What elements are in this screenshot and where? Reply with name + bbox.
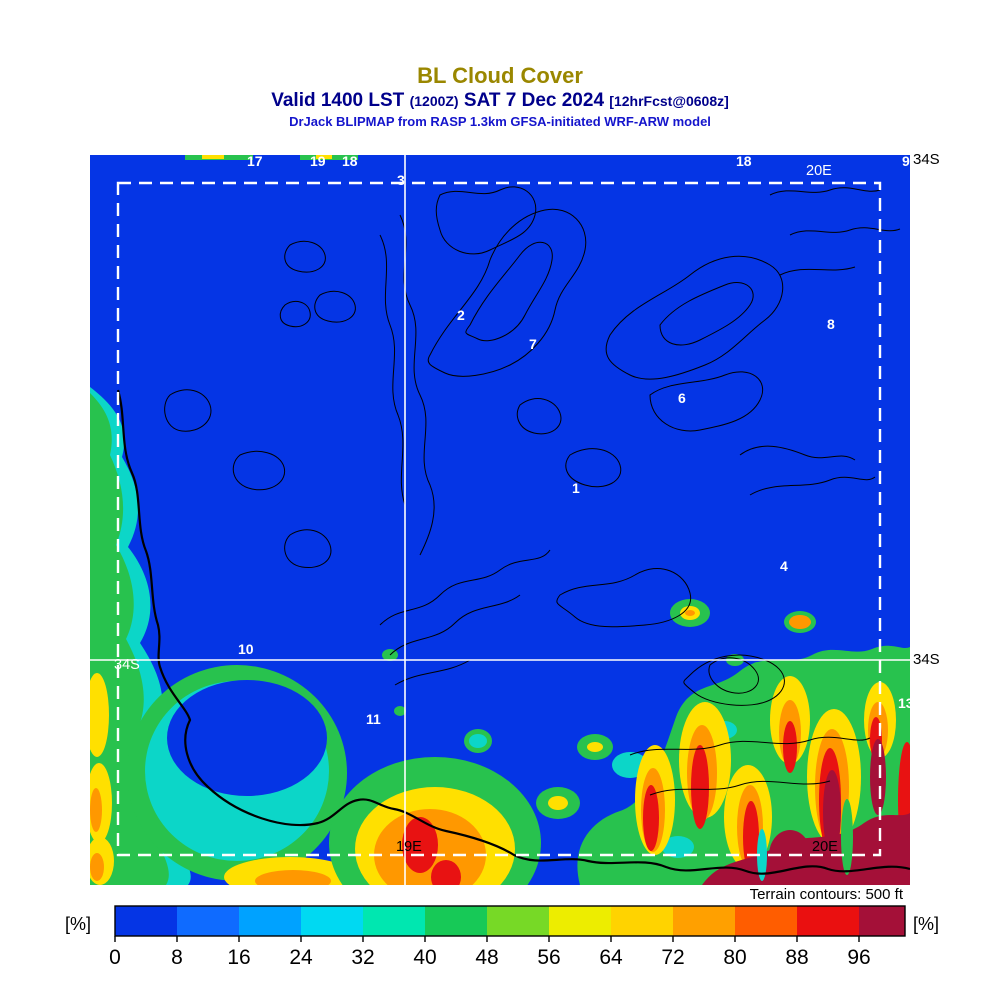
colorbar-tick-label: 72 [661,946,684,969]
valid-fcst: [12hrFcst@0608z] [609,93,729,109]
grid-lines [90,155,910,885]
valid-date: SAT 7 Dec 2024 [463,90,605,111]
waypoint-label: 1 [572,480,580,496]
colorbar-segment [301,906,363,936]
valid-main: Valid 1400 LST [271,90,405,111]
page-title: BL Cloud Cover [417,63,583,88]
colorbar-tick-label: 48 [475,946,498,969]
colorbar-tick-label: 80 [723,946,746,969]
waypoint-label: 4 [780,558,788,574]
waypoint-label: 10 [238,641,254,657]
waypoint-label: 18 [736,155,752,169]
cloud-cover-map-svg: 17 19 18 3 18 9 2 7 8 6 1 4 10 11 13 20E 34S 19E 20E [90,155,910,885]
colorbar-tick-label: 88 [785,946,808,969]
valid-time-line: Valid 1400 LST (1200Z) SAT 7 Dec 2024 [1… [0,90,1000,112]
waypoint-label: 11 [366,711,381,727]
colorbar-border [114,905,906,937]
waypoint-label: 8 [827,316,835,332]
colorbar-segment [115,906,177,936]
grid-label: 19E [396,839,422,855]
map-labels-layer: 17 19 18 3 18 9 2 7 8 6 1 4 10 11 13 20E 34S 19E 20E [114,155,910,855]
grid-label: 20E [806,163,832,179]
colorbar-tick-label: 64 [599,946,623,969]
colorbar-tick-label: 40 [413,946,436,969]
colorbar-tick-label: 24 [289,946,313,969]
cloud-cover-regions [90,155,910,885]
colorbar-tick-label: 32 [351,946,374,969]
waypoint-label: 13 [898,695,910,711]
forecast-map: 17 19 18 3 18 9 2 7 8 6 1 4 10 11 13 20E 34S 19E 20E 34S [90,151,940,885]
colorbar-segment [859,906,905,936]
colorbar-segment [239,906,301,936]
colorbar-segment [363,906,425,936]
colorbar-segment [673,906,735,936]
waypoint-label: 7 [529,336,537,352]
colorbar: 0 8 16 24 32 40 48 56 64 72 80 88 96 [%] [%] [65,905,939,969]
colorbar-tick-label: 0 [109,946,121,969]
colorbar-segment [177,906,239,936]
waypoint-label: 18 [342,155,358,169]
terrain-contours [164,186,901,796]
valid-zulu: (1200Z) [409,93,459,109]
waypoint-label: 3 [397,172,405,188]
colorbar-tick-label: 96 [847,946,870,969]
model-line: DrJack BLIPMAP from RASP 1.3km GFSA-init… [289,114,711,129]
colorbar-segment [611,906,673,936]
waypoint-label: 9 [902,155,910,169]
waypoint-label: 19 [310,155,326,169]
colorbar-segment [487,906,549,936]
colorbar-segment [797,906,859,936]
domain-dashed-border [116,181,882,857]
grid-label: 34S [114,657,140,673]
colorbar-segment [735,906,797,936]
waypoint-label: 6 [678,390,686,406]
waypoint-label: 17 [247,155,263,169]
lat-label-right: 34S [913,151,940,168]
unit-label-left: [%] [65,914,91,934]
header: BL Cloud Cover Valid 1400 LST (1200Z) SA… [0,63,1000,130]
colorbar-ticks: 0 8 16 24 32 40 48 56 64 72 80 88 96 [109,936,871,969]
unit-label-right: [%] [913,914,939,934]
coastline [116,389,910,875]
colorbar-tick-label: 16 [227,946,250,969]
waypoint-label: 2 [457,307,465,323]
terrain-note: Terrain contours: 500 ft [749,886,903,903]
colorbar-segments [115,906,905,936]
grid-label: 20E [812,839,838,855]
colorbar-tick-label: 56 [537,946,560,969]
lat-label-right-outer: 34S [913,651,940,668]
colorbar-segment [425,906,487,936]
colorbar-tick-label: 8 [171,946,183,969]
colorbar-segment [549,906,611,936]
